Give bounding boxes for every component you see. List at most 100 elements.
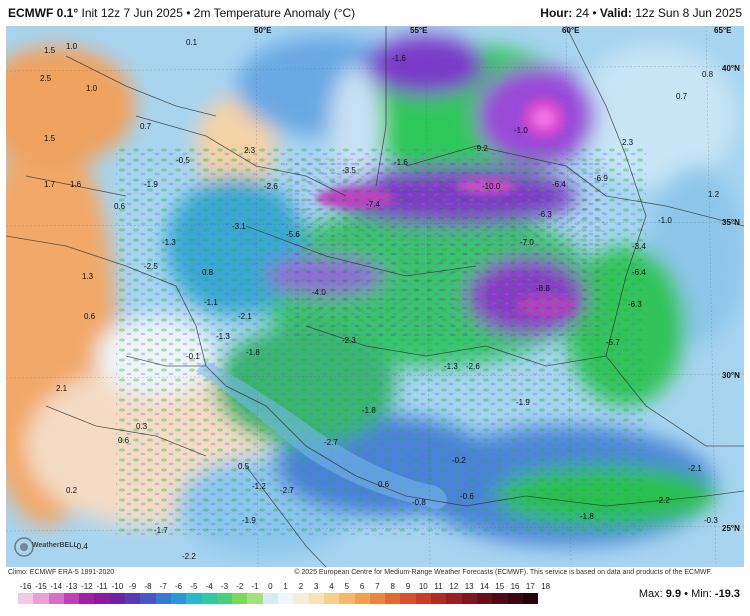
anomaly-label: -0.1 <box>186 352 200 361</box>
valid-info: Hour: 24 • Valid: 12z Sun 8 Jun 2025 <box>540 6 742 20</box>
colorbar-tick-label: -15 <box>35 582 47 591</box>
colorbar-swatch <box>140 593 156 604</box>
anomaly-label: 2.5 <box>40 74 52 83</box>
valid-time: 12z Sun 8 Jun 2025 <box>635 6 742 20</box>
colorbar-swatch <box>18 593 34 604</box>
colorbar-tick-label: -8 <box>144 582 152 591</box>
colorbar-swatch <box>385 593 401 604</box>
anomaly-label: 0.3 <box>136 422 148 431</box>
forecast-hour: 24 <box>575 6 589 20</box>
colorbar-tick-label: -6 <box>175 582 183 591</box>
anomaly-label: -2.2 <box>656 496 670 505</box>
anomaly-label: -2.6 <box>466 362 480 371</box>
anomaly-label: -5.6 <box>286 230 300 239</box>
anomaly-label: -1.9 <box>242 516 256 525</box>
graticule <box>6 26 744 567</box>
colorbar-tick-label: 6 <box>359 582 365 591</box>
anomaly-label: -7.0 <box>520 238 534 247</box>
anomaly-label: -2.1 <box>688 464 702 473</box>
anomaly-label: -5.7 <box>606 338 620 347</box>
map-header: ECMWF 0.1° Init 12z 7 Jun 2025 • 2m Temp… <box>0 0 750 26</box>
anomaly-label: -0.8 <box>412 498 426 507</box>
anomaly-label: -8.8 <box>536 284 550 293</box>
colorbar-swatch <box>446 593 462 604</box>
colorbar-swatch <box>216 593 233 604</box>
colorbar-swatch <box>33 593 49 604</box>
anomaly-label: -1.9 <box>144 180 158 189</box>
logo-text: WeatherBELL <box>32 542 78 549</box>
anomaly-label: -1.9 <box>516 398 530 407</box>
colorbar-swatch <box>522 593 539 604</box>
colorbar-swatch <box>431 593 447 604</box>
colorbar-swatch <box>369 593 386 604</box>
colorbar-swatch <box>232 593 248 604</box>
anomaly-label: 1.6 <box>70 180 82 189</box>
model-name: ECMWF 0.1° <box>8 6 79 20</box>
colorbar-tick-label: 3 <box>314 582 319 591</box>
weatherbell-logo: WeatherBELL <box>12 532 78 562</box>
colorbar-tick-label: -4 <box>205 582 213 591</box>
colorbar-swatch <box>109 593 126 604</box>
anomaly-label: 2.3 <box>244 146 256 155</box>
colorbar-tick-label: 0 <box>268 582 273 591</box>
anomaly-label: -9.2 <box>474 144 488 153</box>
colorbar-swatch <box>339 593 355 604</box>
colorbar-swatch <box>94 593 110 604</box>
max-label: Max: <box>638 588 663 600</box>
colorbar-scale <box>18 593 539 604</box>
colorbar-swatch <box>186 593 202 604</box>
anomaly-label: -6.9 <box>594 174 608 183</box>
persian-gulf <box>196 361 447 509</box>
colorbar-tick-label: 18 <box>541 582 551 591</box>
colorbar-tick-label: 9 <box>405 582 411 591</box>
anomaly-label: -1.0 <box>658 216 672 225</box>
anomaly-label: -1.3 <box>216 332 230 341</box>
colorbar-tick-label: 14 <box>480 582 489 591</box>
anomaly-label: 0.6 <box>84 312 96 321</box>
colorbar-swatch <box>461 593 477 604</box>
colorbar-swatch <box>247 593 263 604</box>
colorbar-swatch <box>507 593 523 604</box>
climo-credit: Climo: ECMWF ERA-5 1991-2020 <box>8 569 115 576</box>
colorbar-swatch <box>170 593 187 604</box>
anomaly-label: 0.2 <box>66 486 78 495</box>
colorbar-tick-label: 4 <box>329 582 334 591</box>
anomaly-label: -0.3 <box>704 516 718 525</box>
anomaly-label: -6.3 <box>538 210 552 219</box>
country-borders <box>6 26 744 567</box>
anomaly-label: -1.2 <box>252 482 266 491</box>
anomaly-label: 0.7 <box>676 92 688 101</box>
anomaly-label: 1.5 <box>44 134 56 143</box>
lon-label-60e: 60°E <box>562 26 580 35</box>
anomaly-label: 0.1 <box>186 38 198 47</box>
init-time: Init 12z 7 Jun 2025 <box>81 6 183 20</box>
colorbar-tick-label: -16 <box>19 582 32 591</box>
anomaly-label: 1.0 <box>86 84 98 93</box>
colorbar-swatch <box>308 593 324 604</box>
anomaly-label: -1.8 <box>580 512 594 521</box>
colorbar-swatch <box>400 593 416 604</box>
colorbar-tick-label: 15 <box>495 582 505 591</box>
anomaly-map: 50°E 55°E 60°E 65°E 40°N 35°N 30°N 25°N … <box>6 26 744 567</box>
colorbar-tick-label: 13 <box>464 582 474 591</box>
anomaly-label: -7.4 <box>366 200 380 209</box>
title-separator: • <box>186 6 191 20</box>
anomaly-label: -4.0 <box>312 288 326 297</box>
colorbar-tick-label: -5 <box>190 582 198 591</box>
field-name: 2m Temperature Anomaly (°C) <box>193 6 356 20</box>
colorbar-tick-label: -3 <box>220 582 229 591</box>
anomaly-label: -0.6 <box>460 492 474 501</box>
colorbar-tick-label: -13 <box>65 582 78 591</box>
anomaly-label: -1.8 <box>246 348 260 357</box>
anomaly-label: -6.4 <box>632 268 646 277</box>
max-min-stats: Max: 9.9 • Min: -19.3 <box>638 588 740 600</box>
colorbar-swatch <box>354 593 370 604</box>
anomaly-label: -1.8 <box>362 406 376 415</box>
anomaly-label: 0.5 <box>238 462 250 471</box>
lat-label-25n: 25°N <box>722 524 740 533</box>
anomaly-label: -1.1 <box>204 298 218 307</box>
anomaly-label: -3.1 <box>232 222 246 231</box>
colorbar-tick-label: -12 <box>81 582 93 591</box>
anomaly-label: 0.6 <box>378 480 390 489</box>
min-value: -19.3 <box>714 588 740 600</box>
